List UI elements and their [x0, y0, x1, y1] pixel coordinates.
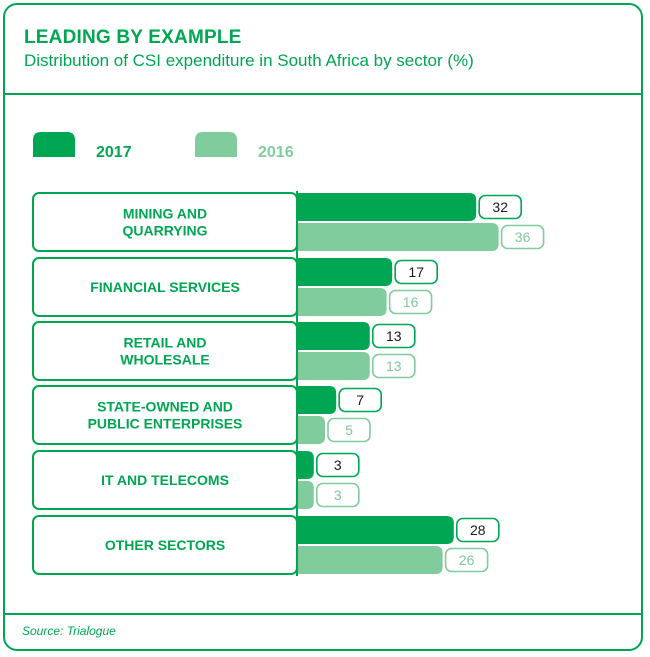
- value-label-2017: 13: [386, 328, 402, 344]
- bar-2017: [297, 386, 337, 414]
- bar-2016: [297, 223, 499, 251]
- legend-label-2017: 2017: [96, 144, 132, 161]
- value-box-2017: [338, 387, 383, 413]
- legend-swatch-2016: [195, 132, 237, 157]
- category-label: MINING AND: [123, 206, 207, 222]
- value-label-2017: 28: [470, 522, 486, 538]
- value-box-2017: [455, 517, 500, 543]
- value-label-2017: 3: [334, 457, 342, 473]
- value-label-2016: 26: [459, 552, 475, 568]
- bar-2016: [297, 416, 325, 444]
- chart-header: LEADING BY EXAMPLE Distribution of CSI e…: [5, 5, 641, 95]
- bar-2016: [297, 481, 314, 509]
- value-label-2016: 16: [403, 294, 419, 310]
- bar-2017: [297, 322, 370, 350]
- legend-swatch-2017: [33, 132, 75, 157]
- category-label: PUBLIC ENTERPRISES: [88, 416, 243, 432]
- bar-2016: [297, 546, 443, 574]
- bar-2016: [297, 352, 370, 380]
- category-label: QUARRYING: [122, 223, 207, 239]
- value-box-2016: [388, 289, 433, 315]
- value-box-2016: [500, 224, 545, 250]
- value-box-2016: [371, 353, 416, 379]
- value-label-2016: 36: [515, 229, 531, 245]
- value-label-2016: 13: [386, 358, 402, 374]
- bar-2016: [297, 288, 387, 316]
- value-box-2017: [371, 323, 416, 349]
- value-box-2016: [327, 417, 371, 443]
- value-box-2017: [478, 194, 523, 220]
- source-note: Source: Trialogue: [22, 624, 116, 638]
- category-label: RETAIL AND: [124, 335, 207, 351]
- value-box-2016: [315, 482, 360, 508]
- chart-title: LEADING BY EXAMPLE: [24, 27, 242, 48]
- chart-subtitle: Distribution of CSI expenditure in South…: [24, 51, 474, 70]
- value-label-2016: 3: [334, 487, 342, 503]
- value-box-2016: [444, 547, 489, 573]
- category-label: WHOLESALE: [120, 352, 209, 368]
- chart-frame: LEADING BY EXAMPLE Distribution of CSI e…: [3, 3, 643, 651]
- bar-2017: [297, 451, 314, 479]
- value-label-2017: 32: [492, 199, 508, 215]
- bar-2017: [297, 193, 477, 221]
- category-label: OTHER SECTORS: [105, 537, 225, 553]
- bar-2017: [297, 258, 393, 286]
- value-label-2017: 17: [408, 264, 424, 280]
- value-box-2017: [315, 452, 360, 478]
- value-label-2016: 5: [345, 422, 353, 438]
- category-label: IT AND TELECOMS: [101, 472, 229, 488]
- chart-footer: Source: Trialogue: [5, 613, 641, 649]
- value-box-2017: [394, 259, 439, 285]
- category-label: STATE-OWNED AND: [97, 399, 233, 415]
- legend-label-2016: 2016: [258, 144, 294, 161]
- value-label-2017: 7: [356, 392, 364, 408]
- category-label: FINANCIAL SERVICES: [90, 279, 240, 295]
- bar-2017: [297, 516, 454, 544]
